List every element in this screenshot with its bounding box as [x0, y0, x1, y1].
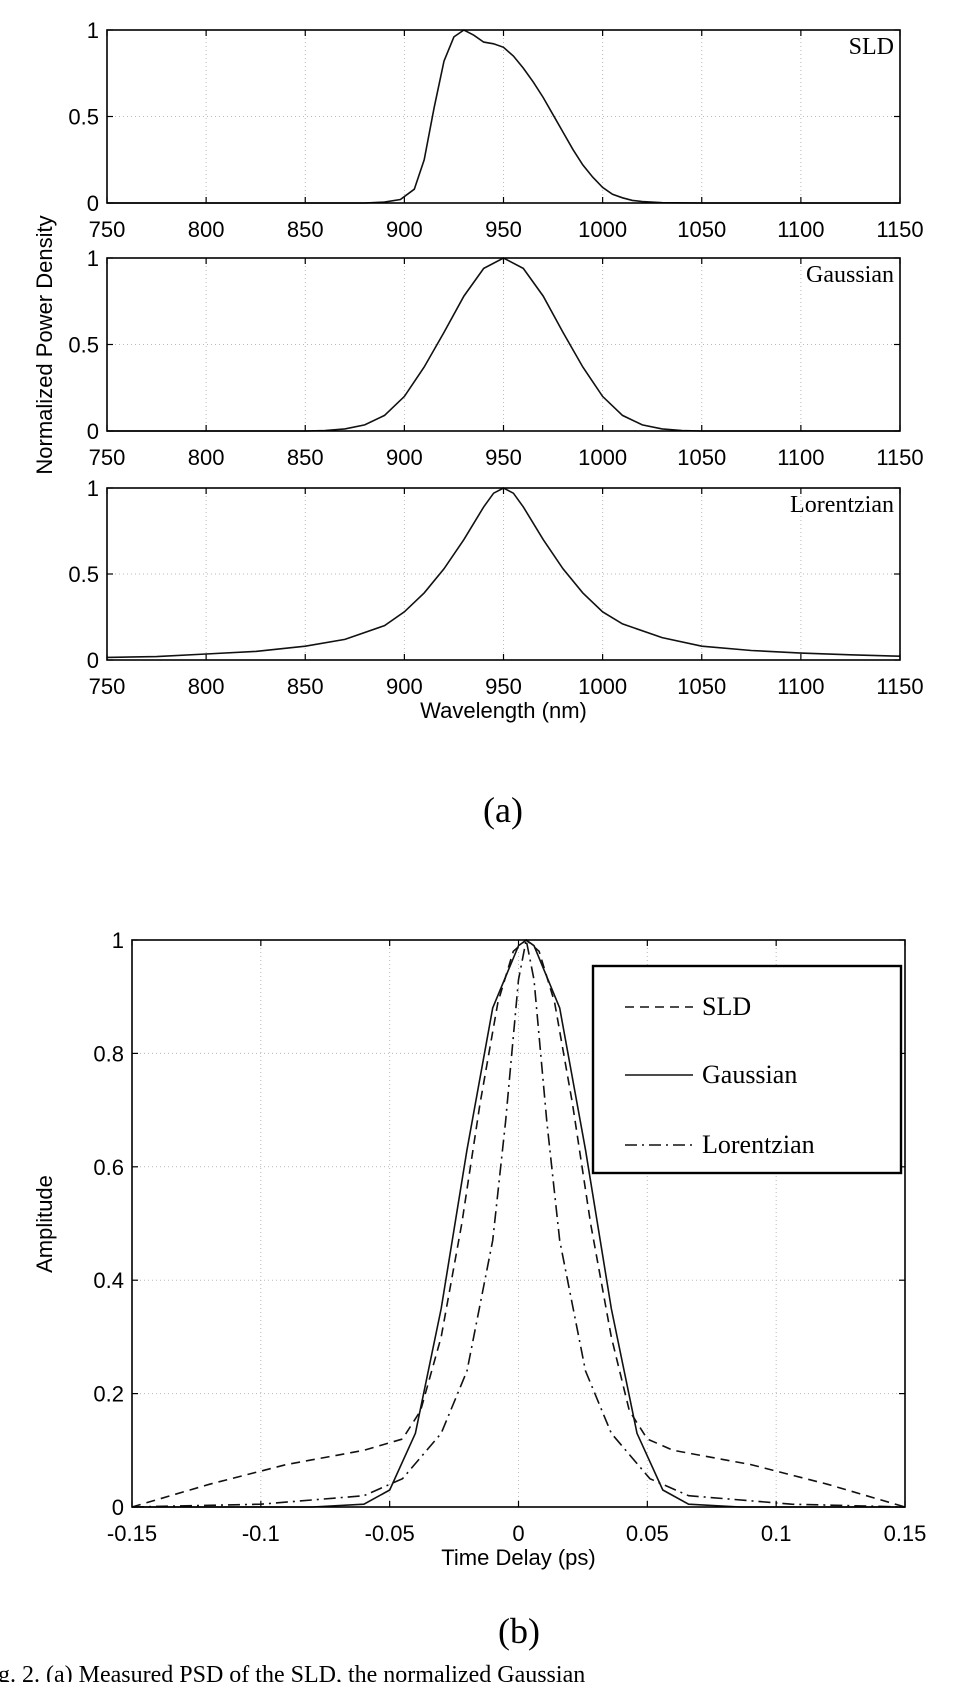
- x-tick-label: 1150: [876, 217, 923, 242]
- x-tick-label: 1000: [578, 674, 627, 699]
- x-tick-label: 850: [287, 674, 324, 699]
- panel-b-label: (b): [498, 1611, 540, 1651]
- x-tick-label: -0.05: [365, 1521, 415, 1546]
- x-tick-label: 900: [386, 445, 423, 470]
- subplot-a-2: 750 800 850 900 950 1000 1050 1100 1150 0 0.5 1 Gaus…: [68, 246, 923, 470]
- x-tick-label: 1100: [777, 674, 824, 699]
- x-tick-label: 950: [485, 674, 522, 699]
- y-tick-label: 0.8: [93, 1041, 124, 1066]
- y-tick-label: 1: [87, 246, 99, 271]
- y-tick-label: 0.4: [93, 1268, 124, 1293]
- x-tick-label: 1100: [777, 445, 824, 470]
- subplot-annotation: Lorentzian: [790, 492, 894, 518]
- axes-frame: [106, 29, 901, 204]
- series-line-a-1: [107, 29, 900, 204]
- y-tick-label: 1: [87, 18, 99, 43]
- x-tick-label: 750: [89, 674, 126, 699]
- x-tick-label: 800: [188, 674, 225, 699]
- y-tick-label: 1: [112, 928, 124, 953]
- y-tick-label: 0.2: [93, 1382, 124, 1407]
- y-tick-label: 0: [87, 191, 99, 216]
- x-tick-label: 750: [89, 217, 126, 242]
- x-tick-label: 0.15: [884, 1521, 927, 1546]
- x-tick-label: 950: [485, 217, 522, 242]
- x-axis-label: Time Delay (ps): [441, 1545, 595, 1570]
- series-line-lorentzian: [131, 939, 906, 1508]
- y-tick-label: 0.6: [93, 1155, 124, 1180]
- axes-frame: [106, 257, 901, 432]
- x-axis-label: Wavelength (nm): [420, 698, 587, 723]
- subplot-b: -0.15 -0.1 -0.05 0 0.05 0.1 0.15 0 0.2 0.4 0.6 0.8 1…: [93, 928, 926, 1570]
- y-tick-label: 0: [112, 1495, 124, 1520]
- x-tick-label: 1050: [677, 217, 726, 242]
- legend: SLD Gaussian Lorentzian: [591, 964, 903, 1175]
- figure-caption: Fig. 2. (a) Measured PSD of the SLD, the…: [0, 1662, 585, 1682]
- y-tick-label: 0.5: [68, 105, 99, 130]
- x-tick-label: 1000: [578, 217, 627, 242]
- subplot-annotation: Gaussian: [806, 262, 894, 288]
- legend-box: [591, 964, 903, 1175]
- x-tick-label: 0.1: [761, 1521, 792, 1546]
- axes-frame: [131, 939, 906, 1508]
- y-tick-label: 0.5: [68, 562, 99, 587]
- x-tick-label: 1150: [876, 445, 923, 470]
- x-tick-label: 950: [485, 445, 522, 470]
- x-tick-label: -0.1: [242, 1521, 280, 1546]
- x-tick-label: 900: [386, 217, 423, 242]
- x-tick-label: 1050: [677, 445, 726, 470]
- plots-layer: 750 800 850 900 950 1000 1050 1100 115000.51SLD7…: [32, 18, 926, 1570]
- y-axis-label-panel-a: Normalized Power Density: [32, 215, 57, 474]
- legend-label-lorentzian: Lorentzian: [702, 1130, 815, 1159]
- subplot-a-1: 750 800 850 900 950 1000 1050 1100 1150 0 0.5 1 SLD: [68, 18, 923, 242]
- y-tick-label: 1: [87, 476, 99, 501]
- x-tick-label: 0.05: [626, 1521, 669, 1546]
- y-tick-label: 0: [87, 419, 99, 444]
- y-axis-label-panel-b: Amplitude: [32, 1175, 57, 1273]
- x-tick-label: -0.15: [107, 1521, 157, 1546]
- x-tick-label: 1150: [876, 674, 923, 699]
- subplot-a-3: 750 800 850 900 950 1000 1050 1100 1150 0 0.5 1 Lore…: [68, 476, 923, 723]
- x-tick-label: 850: [287, 445, 324, 470]
- x-tick-label: 0: [512, 1521, 524, 1546]
- legend-label-sld: SLD: [702, 992, 751, 1021]
- y-tick-label: 0: [87, 648, 99, 673]
- legend-label-gaussian: Gaussian: [702, 1060, 797, 1089]
- x-tick-label: 1100: [777, 217, 824, 242]
- panel-a-label: (a): [483, 790, 523, 830]
- x-tick-label: 850: [287, 217, 324, 242]
- axes-frame: [106, 487, 901, 661]
- x-tick-label: 750: [89, 445, 126, 470]
- x-tick-label: 1000: [578, 445, 627, 470]
- x-tick-label: 800: [188, 217, 225, 242]
- subplot-annotation: SLD: [849, 34, 894, 60]
- x-tick-label: 1050: [677, 674, 726, 699]
- x-tick-label: 900: [386, 674, 423, 699]
- y-tick-label: 0.5: [68, 333, 99, 358]
- x-tick-label: 800: [188, 445, 225, 470]
